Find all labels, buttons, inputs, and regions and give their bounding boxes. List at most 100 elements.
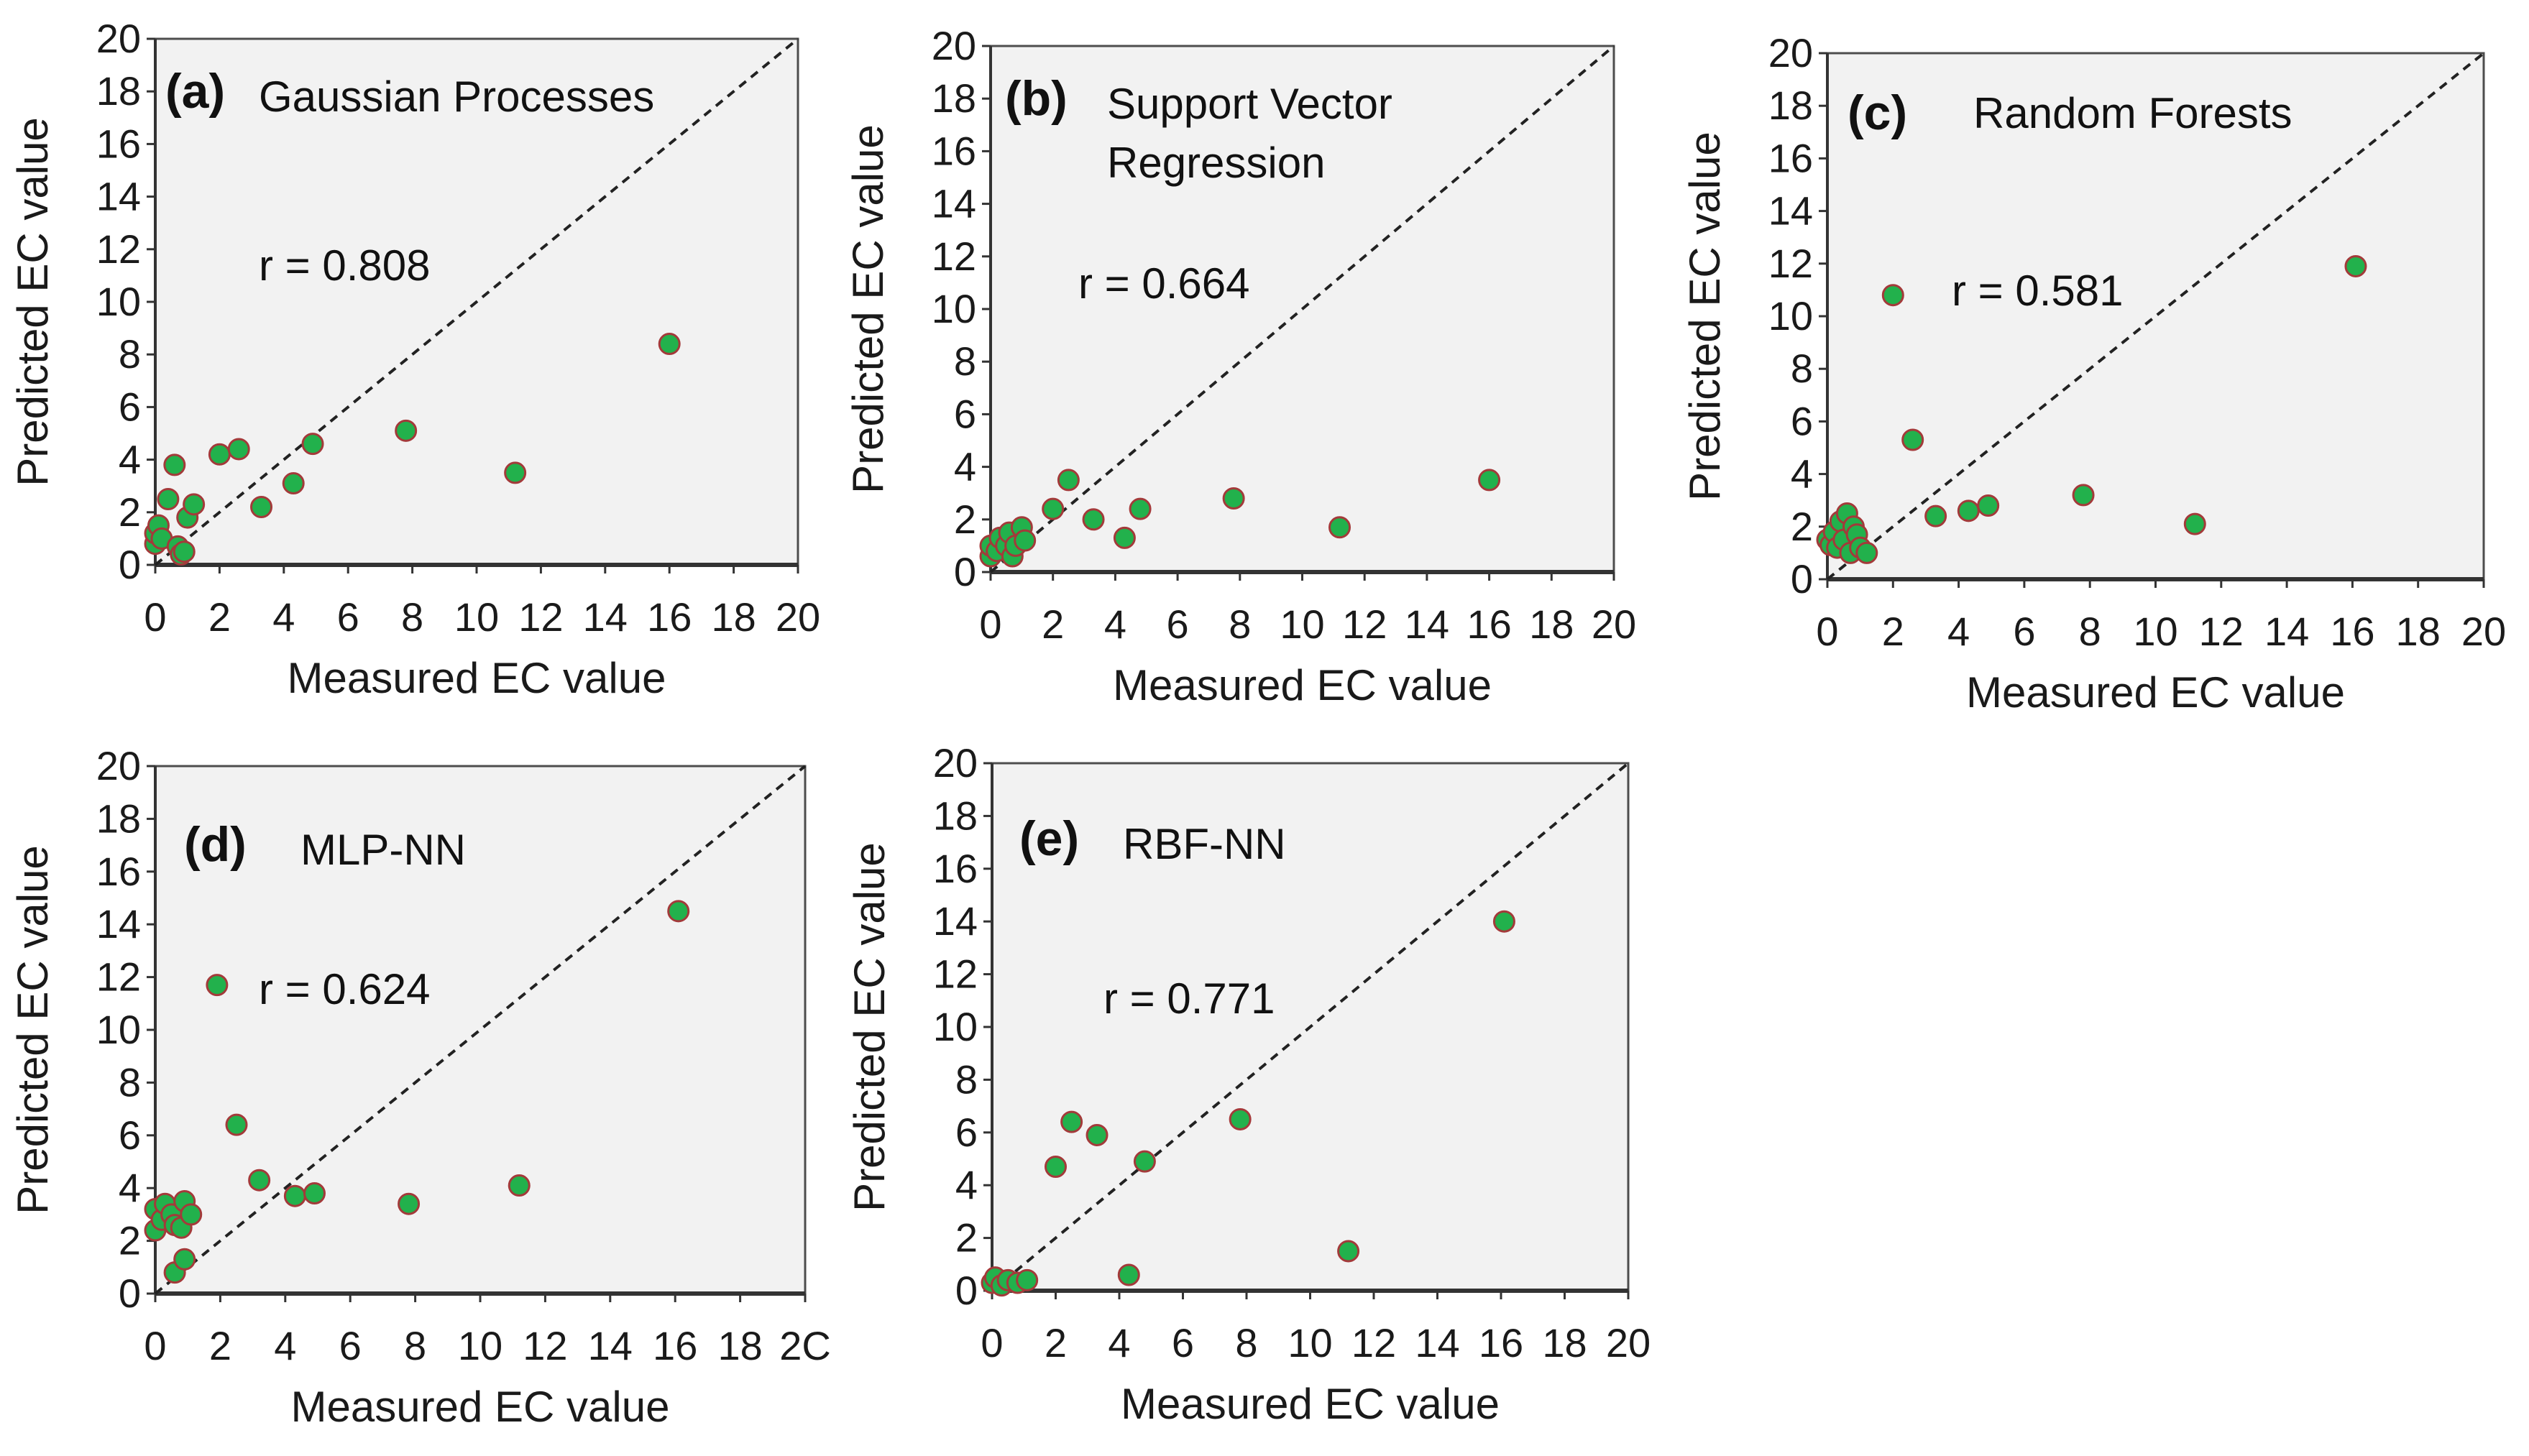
x-tick-label: 2 <box>1045 1320 1067 1365</box>
data-point <box>1229 1107 1252 1130</box>
y-tick-label: 10 <box>96 1007 141 1052</box>
y-tick-label: 2 <box>955 1215 978 1261</box>
data-point <box>1117 1263 1140 1286</box>
x-tick-label: 4 <box>274 1323 296 1368</box>
x-tick-label: 18 <box>2396 609 2441 654</box>
correlation-label: r = 0.581 <box>1952 267 2124 315</box>
x-tick-label: 14 <box>2264 609 2309 654</box>
data-point <box>173 1248 196 1271</box>
data-point <box>1881 284 1904 307</box>
data-point <box>1057 469 1080 492</box>
y-tick-label: 18 <box>932 75 976 121</box>
y-tick-label: 10 <box>933 1004 978 1049</box>
y-tick-label: 8 <box>119 331 141 377</box>
y-tick-label: 14 <box>96 901 141 946</box>
data-point <box>163 453 186 476</box>
panel-title: Regression <box>1107 139 1326 187</box>
y-tick-label: 0 <box>955 1268 978 1313</box>
y-tick-label: 8 <box>1791 346 1813 391</box>
x-tick-label: 8 <box>2079 609 2101 654</box>
data-point <box>1478 469 1501 492</box>
data-point <box>180 1203 203 1226</box>
x-tick-label: 4 <box>272 594 295 640</box>
x-tick-label: 6 <box>337 594 359 640</box>
data-point <box>1957 499 1980 522</box>
y-tick-label: 0 <box>119 542 141 587</box>
y-tick-label: 10 <box>1768 293 1813 338</box>
panel-tag: (e) <box>1019 811 1079 866</box>
y-axis-title: Predicted EC value <box>9 117 57 487</box>
x-axis-title: Measured EC value <box>1113 661 1492 709</box>
x-tick-label: 18 <box>1542 1320 1587 1365</box>
x-tick-label: 10 <box>2133 609 2177 654</box>
data-point <box>1042 497 1065 520</box>
y-tick-label: 6 <box>1791 398 1813 443</box>
y-tick-label: 0 <box>119 1271 141 1316</box>
correlation-label: r = 0.808 <box>259 241 431 290</box>
x-tick-label: 20 <box>1592 602 1636 647</box>
x-tick-label: 2 <box>209 1323 231 1368</box>
x-tick-label: 14 <box>588 1323 633 1368</box>
data-point <box>283 1184 306 1207</box>
x-tick-label: 16 <box>1467 602 1511 647</box>
x-tick-label: 16 <box>2330 609 2374 654</box>
panel-title: Random Forests <box>1973 89 2292 137</box>
y-tick-label: 16 <box>1768 135 1813 180</box>
panel-title: Support Vector <box>1107 80 1392 128</box>
panel-tag: (b) <box>1005 71 1068 126</box>
y-tick-label: 14 <box>1768 188 1813 234</box>
x-tick-label: 4 <box>1947 609 1970 654</box>
y-tick-label: 20 <box>933 740 978 785</box>
panel-tag: (c) <box>1848 86 1907 140</box>
x-tick-label: 16 <box>1479 1320 1523 1365</box>
correlation-label: r = 0.664 <box>1078 259 1250 308</box>
x-tick-label: 20 <box>1606 1320 1651 1365</box>
x-tick-label: 4 <box>1108 1320 1130 1365</box>
y-tick-label: 12 <box>96 226 141 272</box>
y-tick-label: 12 <box>96 954 141 1000</box>
y-tick-label: 2 <box>1791 504 1813 549</box>
data-point <box>1337 1240 1360 1263</box>
panel-tag: (d) <box>184 817 247 872</box>
panel-title: MLP-NN <box>300 826 466 874</box>
data-point <box>1222 487 1245 510</box>
y-tick-label: 12 <box>1768 241 1813 286</box>
data-point <box>208 443 231 466</box>
reference-line <box>154 37 799 566</box>
data-point <box>1014 529 1037 552</box>
x-tick-label: 2С <box>779 1323 831 1368</box>
x-tick-label: 12 <box>1351 1320 1396 1365</box>
y-tick-label: 20 <box>96 743 141 788</box>
data-point <box>250 495 273 518</box>
x-tick-label: 18 <box>711 594 756 640</box>
correlation-label: r = 0.771 <box>1103 974 1275 1023</box>
x-tick-label: 10 <box>458 1323 502 1368</box>
x-tick-label: 12 <box>523 1323 567 1368</box>
y-tick-label: 6 <box>954 391 976 436</box>
x-tick-label: 6 <box>1167 602 1189 647</box>
x-tick-label: 2 <box>208 594 231 640</box>
x-tick-label: 6 <box>339 1323 362 1368</box>
y-tick-label: 14 <box>96 174 141 219</box>
data-point <box>173 540 196 563</box>
x-tick-label: 10 <box>454 594 499 640</box>
y-tick-label: 2 <box>119 489 141 535</box>
data-point <box>2344 254 2367 277</box>
data-point <box>1016 1268 1039 1291</box>
y-tick-label: 16 <box>933 846 978 891</box>
y-tick-label: 16 <box>96 121 141 166</box>
y-tick-label: 2 <box>119 1218 141 1263</box>
y-tick-label: 12 <box>932 234 976 279</box>
y-tick-label: 14 <box>932 181 976 226</box>
data-point <box>225 1113 248 1136</box>
x-tick-label: 0 <box>981 1320 1003 1365</box>
y-tick-label: 6 <box>119 1112 141 1158</box>
x-tick-label: 4 <box>1104 602 1126 647</box>
x-tick-label: 18 <box>1529 602 1574 647</box>
y-tick-label: 6 <box>955 1110 978 1155</box>
x-axis-title: Measured EC value <box>291 1383 670 1431</box>
y-tick-label: 10 <box>96 279 141 324</box>
data-point <box>508 1174 531 1197</box>
